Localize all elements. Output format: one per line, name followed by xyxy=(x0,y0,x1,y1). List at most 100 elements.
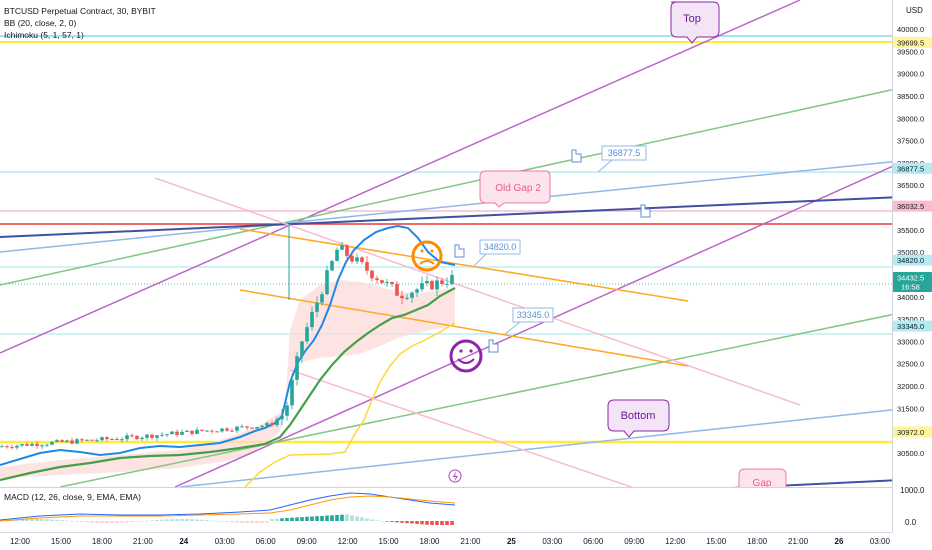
callout-36877[interactable]: 36877.5 xyxy=(597,145,647,173)
macd-bar xyxy=(360,517,364,521)
main-pane[interactable]: Top Old Gap 2 Bottom Gap 36877.5 34820.0… xyxy=(0,0,900,495)
time-tick-label: 25 xyxy=(507,537,516,546)
macd-bar xyxy=(255,521,259,523)
price-label-text: 39699.5 xyxy=(897,38,924,47)
candlesticks xyxy=(0,241,454,450)
annotation-gap[interactable]: Gap xyxy=(738,468,787,495)
trendline-pink-2[interactable] xyxy=(289,369,640,490)
price-tick-label: 38000.0 xyxy=(897,114,924,123)
lightning-icon[interactable] xyxy=(448,469,462,483)
price-tick-label: 31500.0 xyxy=(897,404,924,413)
trendline-purple-1[interactable] xyxy=(0,0,801,354)
candle xyxy=(315,296,319,317)
candle xyxy=(440,277,444,287)
candle xyxy=(55,438,59,443)
macd-bar xyxy=(75,521,79,522)
macd-pane[interactable] xyxy=(0,492,456,525)
macd-bar xyxy=(355,516,359,521)
price-label-badge: 30972.0 xyxy=(893,426,932,438)
macd-tick-0: 0.0 xyxy=(905,518,917,527)
macd-bar xyxy=(405,521,409,524)
macd-bar xyxy=(40,519,44,521)
candle xyxy=(75,437,79,445)
price-label-text: 34432.5 xyxy=(897,273,924,282)
annotation-bottom[interactable]: Bottom xyxy=(607,399,670,438)
trendline-blue-light-2[interactable] xyxy=(179,409,900,487)
countdown-text: 16:58 xyxy=(901,282,920,291)
price-axis[interactable]: 40000.0 39500.0 39000.0 38500.0 38000.0 37500… xyxy=(892,0,932,532)
price-label-text: 36877.5 xyxy=(897,164,924,173)
callout-33345[interactable]: 33345.0 xyxy=(504,307,554,335)
candle xyxy=(270,420,274,428)
candle xyxy=(155,434,159,441)
macd-bar xyxy=(310,516,314,521)
time-axis[interactable]: 12:00 15:00 18:00 21:00 24 03:00 06:00 09:00 12:… xyxy=(10,537,891,546)
legend-ichimoku[interactable]: Ichimoku (5, 1, 57, 1) xyxy=(4,30,84,40)
macd-bar xyxy=(15,519,19,521)
candle xyxy=(210,429,214,434)
trendline-pink[interactable] xyxy=(154,177,801,406)
macd-bar xyxy=(235,521,239,523)
candle xyxy=(125,432,129,442)
macd-bar xyxy=(305,516,309,521)
price-label-text: 30972.0 xyxy=(897,428,924,437)
time-tick-label: 15:00 xyxy=(706,537,727,546)
candle xyxy=(225,427,229,432)
trendline-navy-2[interactable] xyxy=(690,479,900,490)
macd-bar xyxy=(250,521,254,523)
price-label-badge: 39699.5 xyxy=(893,36,932,48)
time-tick-label: 06:00 xyxy=(583,537,604,546)
annotation-top[interactable]: Top xyxy=(670,1,720,44)
trendline-orange-2[interactable] xyxy=(239,289,689,367)
trendline-blue-light-1[interactable] xyxy=(0,161,900,253)
legend-bb[interactable]: BB (20, close, 2, 0) xyxy=(4,18,77,28)
macd-bar xyxy=(345,514,349,521)
hand-pointer-icon xyxy=(454,149,651,353)
macd-histogram xyxy=(0,514,454,525)
macd-bar xyxy=(160,519,164,521)
candle xyxy=(245,426,249,431)
candle xyxy=(110,437,114,441)
macd-bar xyxy=(285,517,289,521)
candle xyxy=(280,408,284,426)
price-tick-label: 40000.0 xyxy=(897,25,924,34)
macd-bar xyxy=(365,518,369,521)
trendline-navy[interactable] xyxy=(0,196,900,238)
macd-bar xyxy=(300,517,304,521)
legend-macd[interactable]: MACD (12, 26, close, 9, EMA, EMA) xyxy=(4,492,141,502)
candle xyxy=(10,444,14,450)
candle xyxy=(135,435,139,441)
candle xyxy=(130,433,134,438)
candle xyxy=(375,275,379,284)
macd-bar xyxy=(100,521,104,523)
macd-bar xyxy=(215,521,219,522)
candle xyxy=(45,443,49,447)
macd-bar xyxy=(415,521,419,524)
candle xyxy=(410,290,414,303)
trendline-orange-1[interactable] xyxy=(239,228,689,302)
macd-bar xyxy=(260,521,264,523)
candle xyxy=(70,437,74,445)
trendline-green-1[interactable] xyxy=(0,88,900,286)
price-label-badge: 34432.516:58 xyxy=(893,271,932,292)
bollinger-basis xyxy=(0,287,456,482)
time-tick-label: 09:00 xyxy=(624,537,645,546)
macd-bar xyxy=(145,520,149,522)
trendline-purple-2[interactable] xyxy=(174,163,900,487)
callout-34820-text: 34820.0 xyxy=(484,242,517,252)
trendline-green-2[interactable] xyxy=(59,313,900,487)
candle xyxy=(360,256,364,265)
callout-34820[interactable]: 34820.0 xyxy=(473,239,521,267)
candle xyxy=(300,340,304,364)
candle xyxy=(35,441,39,449)
macd-bar xyxy=(80,521,84,522)
candle xyxy=(445,277,449,289)
candle xyxy=(355,253,359,265)
price-tick-label: 38500.0 xyxy=(897,92,924,101)
macd-bar xyxy=(370,519,374,521)
price-tick-label: 36500.0 xyxy=(897,181,924,190)
legend-symbol[interactable]: BTCUSD Perpetual Contract, 30, BYBIT xyxy=(4,6,156,16)
annotation-old-gap[interactable]: Old Gap 2 xyxy=(479,170,551,208)
macd-bar xyxy=(45,519,49,521)
